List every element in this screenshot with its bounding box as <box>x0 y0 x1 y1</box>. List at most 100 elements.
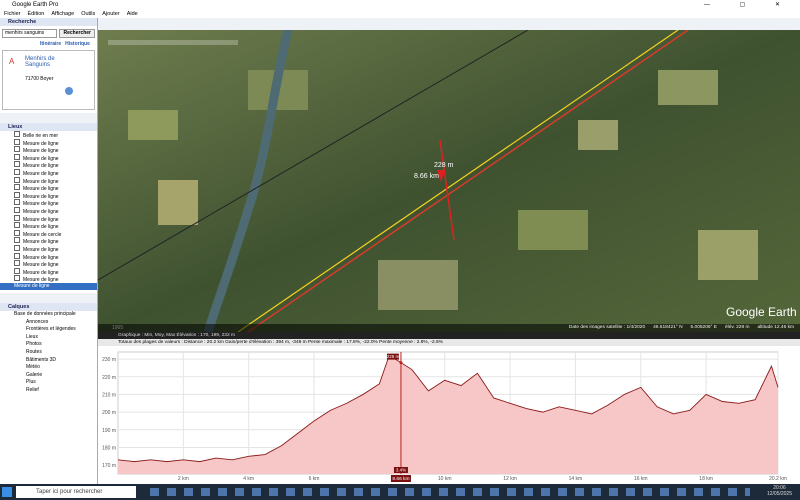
x-tick-label: 20.2 km <box>769 476 787 482</box>
place-item[interactable]: Mesure de ligne <box>0 199 97 207</box>
menu-item[interactable]: Édition <box>27 11 45 17</box>
place-item[interactable]: Mesure de ligne <box>0 138 97 146</box>
status-field: Date des images satellite : 1/4/2020 <box>568 325 646 330</box>
layer-item[interactable]: Frontières et légendes <box>26 326 76 333</box>
menu-item[interactable]: Outils <box>81 11 96 17</box>
taskbar: Taper ici pour rechercher 20:06 12/05/20… <box>0 484 800 500</box>
place-item-selected[interactable]: Mesure de ligne <box>0 282 97 291</box>
x-tick-label: 2 km <box>178 476 189 482</box>
y-tick-label: 230 m <box>102 357 116 363</box>
menu-item[interactable]: Affichage <box>51 11 75 17</box>
place-item[interactable]: Mesure de ligne <box>0 237 97 245</box>
point-label: 228 m <box>434 162 454 169</box>
place-item[interactable]: Mesure de ligne <box>0 168 97 177</box>
places-header: Lieux <box>0 123 97 131</box>
layers-list: Base de données principale Annonces Fronti… <box>0 311 97 395</box>
menu-item[interactable]: Aide <box>126 11 138 17</box>
place-item[interactable]: Mesure de ligne <box>0 176 97 184</box>
place-item[interactable]: Mesure de ligne <box>0 275 97 283</box>
place-item[interactable]: Mesure de ligne <box>0 244 97 253</box>
y-tick-label: 180 m <box>102 445 116 451</box>
place-item[interactable]: Mesure de ligne <box>0 222 97 230</box>
cursor-slope-label: 3.4% <box>396 468 406 473</box>
search-row: menhirs sanguins Rechercher <box>0 26 97 41</box>
cursor-label-bg <box>386 353 399 360</box>
x-tick-label: 14 km <box>569 476 583 482</box>
side-panel: Recherche menhirs sanguins Rechercher It… <box>0 18 98 484</box>
result-address: 71700 Boyer <box>25 76 54 82</box>
layer-item[interactable]: Annonces <box>26 318 49 325</box>
place-item[interactable]: Mesure de ligne <box>0 153 97 161</box>
status-field: altitude 12.46 km <box>757 325 794 330</box>
place-item[interactable]: Mesure de ligne <box>0 252 97 260</box>
layer-item[interactable]: Bâtiments 3D <box>26 356 57 363</box>
x-tick-label: 10 km <box>438 476 452 482</box>
y-tick-label: 190 m <box>102 428 116 434</box>
profile-line <box>117 354 779 463</box>
status-field: élév. 228 m <box>725 325 750 330</box>
layer-item[interactable]: Routes <box>26 348 42 355</box>
elevation-profile: Graphique : Min, Moy, Max Élévation : 17… <box>98 332 800 484</box>
result-name[interactable]: Menhirs de Sanguins <box>25 56 55 68</box>
layer-item[interactable]: Plus <box>26 379 36 386</box>
y-tick-label: 210 m <box>102 392 116 398</box>
search-results: A Menhirs de Sanguins 71700 Boyer <box>2 50 95 110</box>
search-link[interactable]: Itinéraire <box>40 41 62 47</box>
layer-item[interactable]: Galerie <box>26 371 43 378</box>
cursor-value-label: 228 m <box>387 354 400 359</box>
x-tick-label: 16 km <box>634 476 648 482</box>
x-tick-label: 4 km <box>243 476 254 482</box>
cursor-x-label: 8.66 km <box>392 476 409 482</box>
layer-item[interactable]: Lieux <box>26 333 38 340</box>
cursor-slope-bg <box>393 467 408 473</box>
search-button[interactable]: Rechercher <box>59 29 95 38</box>
place-item[interactable]: Mesure de ligne <box>0 191 97 199</box>
x-tick-label: 12 km <box>503 476 517 482</box>
menu-item[interactable]: Ajouter <box>102 11 120 17</box>
profile-area <box>118 355 778 474</box>
place-item[interactable]: Mesure de ligne <box>0 214 97 222</box>
distance-label: 8.66 km <box>414 173 439 180</box>
place-item[interactable]: Belle rie en mer <box>0 131 97 139</box>
taskbar-search[interactable]: Taper ici pour rechercher <box>16 486 136 498</box>
search-header: Recherche <box>0 18 97 26</box>
profile-summary: Graphique : Min, Moy, Max Élévation : 17… <box>98 332 800 339</box>
result-marker: A <box>9 57 15 66</box>
search-links: Itinéraire Historique <box>0 41 97 47</box>
search-input[interactable]: menhirs sanguins <box>2 29 58 38</box>
logo: Google Earth <box>726 305 797 319</box>
clock-time: 20:06 <box>773 485 786 491</box>
status-field: 46.618421° N <box>653 325 683 330</box>
search-link[interactable]: Historique <box>65 41 90 47</box>
place-item[interactable]: Mesure de ligne <box>0 146 97 154</box>
x-tick-label: 18 km <box>699 476 713 482</box>
y-tick-label: 220 m <box>102 375 116 381</box>
x-tick-label: 6 km <box>309 476 320 482</box>
cursor-x-bg <box>390 475 411 482</box>
place-item[interactable]: Mesure de ligne <box>0 161 97 169</box>
cursor-point <box>399 361 403 365</box>
y-tick-label: 170 m <box>102 463 116 469</box>
map-view[interactable]: 228 m 8.66 km Google Earth 1965 <box>98 30 800 332</box>
menu-item[interactable]: Fichier <box>4 11 21 17</box>
place-item[interactable]: Mesure de ligne <box>0 206 97 215</box>
layer-item[interactable]: Relief <box>26 386 39 393</box>
menu-bar: Fichier Édition Affichage Outils Ajouter Aide <box>0 10 800 18</box>
y-tick-label: 200 m <box>102 410 116 416</box>
layer-item[interactable]: Photos <box>26 341 42 348</box>
layer-item[interactable]: Météo <box>26 364 40 371</box>
layer-item[interactable]: Base de données principale <box>14 311 76 317</box>
profile-chart: 170 m 180 m 190 m 200 m 210 m 220 m 230 m 2 km 4… <box>102 351 787 482</box>
start-button[interactable] <box>2 487 12 497</box>
places-list: Belle rie en mer Mesure de ligne Mesure de… <box>0 131 97 291</box>
layers-header: Calques <box>0 303 97 311</box>
clock-date: 12/05/2025 <box>766 491 792 497</box>
place-item[interactable]: Mesure de ligne <box>0 267 97 275</box>
status-bar: Date des images satellite : 1/4/2020 46.6… <box>98 324 800 332</box>
window-title: Google Earth Pro <box>12 2 59 8</box>
place-item[interactable]: Mesure de ligne <box>0 260 97 268</box>
place-item[interactable]: Mesure de ligne <box>0 184 97 192</box>
satellite-map: 228 m 8.66 km Google Earth 1965 <box>98 30 800 332</box>
place-item[interactable]: Mesure de cercle <box>0 229 97 237</box>
